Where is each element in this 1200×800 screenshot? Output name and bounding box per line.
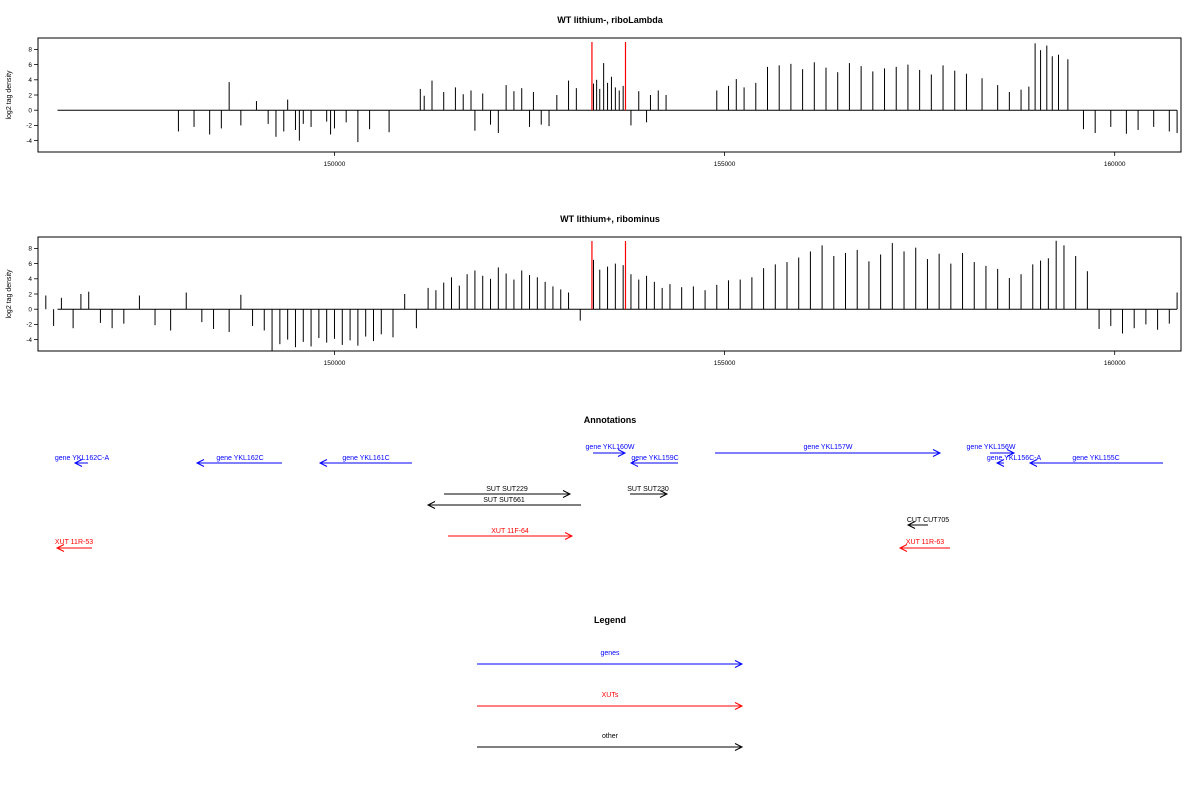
legend-entry: other <box>477 733 744 751</box>
plot2-y-axis: -4 -2 0 2 4 6 8 <box>26 246 38 344</box>
x-tick-label: 150000 <box>324 161 346 168</box>
annotation-feature: SUT SUT661 <box>426 497 581 509</box>
annotation-feature: XUT 11R-63 <box>898 539 950 552</box>
annotation-label: SUT SUT661 <box>483 497 525 504</box>
plot1-x-axis: 150000 155000 160000 <box>324 152 1126 168</box>
arrowhead <box>617 449 627 457</box>
arrowhead <box>55 544 65 552</box>
annotation-feature: gene YKL161C <box>318 455 412 467</box>
y-tick-label: 4 <box>28 77 32 84</box>
arrowhead <box>426 501 436 509</box>
annotation-label: gene YKL162C-A <box>55 455 110 462</box>
annotation-feature: XUT 11R-53 <box>55 539 93 552</box>
plot2-ylabel: log2 tag density <box>6 269 13 319</box>
arrowhead <box>73 459 83 467</box>
y-tick-label: 2 <box>28 291 32 298</box>
annotation-feature: gene YKL157W <box>715 444 942 457</box>
annotation-label: SUT SUT229 <box>486 486 528 493</box>
y-tick-label: 6 <box>28 62 32 69</box>
arrowhead <box>195 459 205 467</box>
arrowhead <box>564 532 574 540</box>
annotation-feature: SUT SUT229 <box>444 486 572 498</box>
annotation-feature: gene YKL162C <box>195 455 282 467</box>
arrowhead <box>906 521 916 529</box>
plot2-x-axis: 150000 155000 160000 <box>324 351 1126 367</box>
arrowhead <box>629 459 639 467</box>
y-tick-label: 0 <box>28 108 32 115</box>
x-tick-label: 160000 <box>1104 161 1126 168</box>
legend-label: XUTs <box>602 692 619 699</box>
annotation-feature: gene YKL156C-A <box>987 455 1042 467</box>
arrowhead <box>734 660 744 668</box>
y-tick-label: 8 <box>28 47 32 54</box>
legend-items: genes XUTs other <box>477 650 744 751</box>
annotation-label: gene YKL156W <box>967 444 1016 451</box>
annotation-feature: gene YKL155C <box>1028 455 1163 467</box>
annotation-label: XUT 11R-53 <box>55 539 93 546</box>
annotation-label: gene YKL157W <box>804 444 853 451</box>
y-tick-label: -2 <box>26 123 32 130</box>
plot2-title: WT lithium+, ribominus <box>560 214 660 224</box>
y-tick-label: 4 <box>28 276 32 283</box>
legend-panel: Legend genes XUTs other <box>477 615 744 751</box>
annotation-feature: gene YKL156W <box>967 444 1016 457</box>
annotation-feature: gene YKL159C <box>629 455 679 467</box>
y-tick-label: 2 <box>28 92 32 99</box>
plot1-y-axis: -4 -2 0 2 4 6 8 <box>26 47 38 145</box>
plot1-ylabel: log2 tag density <box>6 70 13 120</box>
x-tick-label: 150000 <box>324 360 346 367</box>
panel-lithium-minus: WT lithium-, riboLambda log2 tag density… <box>6 15 1182 168</box>
arrowhead <box>562 490 572 498</box>
annotation-label: gene YKL159C <box>631 455 678 462</box>
arrowhead <box>659 490 669 498</box>
annotations-panel: Annotations gene YKL162C-A gene YKL162C ge… <box>55 415 1163 552</box>
annotations-title: Annotations <box>584 415 637 425</box>
y-tick-label: 6 <box>28 261 32 268</box>
arrowhead <box>734 702 744 710</box>
arrowhead <box>1028 459 1038 467</box>
annotation-label: gene YKL156C-A <box>987 455 1042 462</box>
annotation-feature: XUT 11F-64 <box>448 528 574 540</box>
arrowhead <box>318 459 328 467</box>
annotation-label: SUT SUT230 <box>627 486 669 493</box>
legend-label: genes <box>600 650 620 657</box>
annotation-label: gene YKL162C <box>216 455 263 462</box>
annotation-feature: SUT SUT230 <box>627 486 669 498</box>
y-tick-label: -4 <box>26 138 32 145</box>
arrowhead <box>995 459 1005 467</box>
legend-entry: genes <box>477 650 744 668</box>
arrowhead <box>1006 449 1016 457</box>
annotation-items: gene YKL162C-A gene YKL162C gene YKL161C ge… <box>55 444 1163 552</box>
arrowhead <box>932 449 942 457</box>
plot2-bars <box>45 240 1178 351</box>
plot1-bars <box>57 43 1178 143</box>
x-tick-label: 160000 <box>1104 360 1126 367</box>
arrowhead <box>734 743 744 751</box>
y-tick-label: 0 <box>28 307 32 314</box>
plot2-markers <box>591 241 627 310</box>
annotation-feature: gene YKL162C-A <box>55 455 110 467</box>
annotation-feature: gene YKL160W <box>586 444 635 457</box>
plot1-markers <box>591 42 627 111</box>
annotation-label: CUT CUT705 <box>907 517 949 524</box>
annotation-label: gene YKL161C <box>342 455 389 462</box>
legend-title: Legend <box>594 615 626 625</box>
y-tick-label: -4 <box>26 337 32 344</box>
annotation-label: gene YKL155C <box>1072 455 1119 462</box>
x-tick-label: 155000 <box>714 360 736 367</box>
annotation-label: gene YKL160W <box>586 444 635 451</box>
y-tick-label: 8 <box>28 246 32 253</box>
plot1-title: WT lithium-, riboLambda <box>557 15 663 25</box>
panel-lithium-plus: WT lithium+, ribominus log2 tag density … <box>6 214 1182 367</box>
annotation-feature: CUT CUT705 <box>907 517 949 529</box>
legend-entry: XUTs <box>477 692 744 710</box>
y-tick-label: -2 <box>26 322 32 329</box>
arrowhead <box>898 544 908 552</box>
legend-label: other <box>602 733 619 740</box>
annotation-label: XUT 11F-64 <box>491 528 529 535</box>
annotation-label: XUT 11R-63 <box>906 539 944 546</box>
x-tick-label: 155000 <box>714 161 736 168</box>
